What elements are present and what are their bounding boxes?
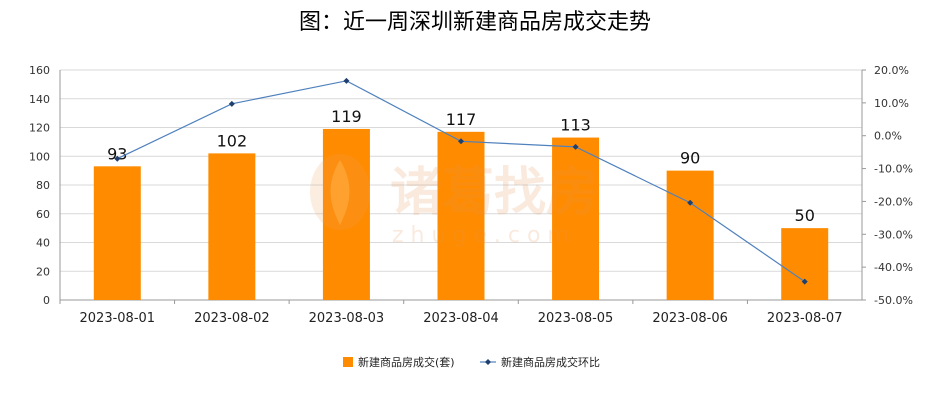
y-right-tick-label: 20.0% xyxy=(874,64,909,77)
bar-data-label: 113 xyxy=(560,116,591,135)
line-point xyxy=(687,199,694,206)
line-point xyxy=(458,138,464,145)
y-right-tick-label: -40.0% xyxy=(874,261,913,274)
y-left-tick-label: 60 xyxy=(36,208,50,221)
bar-data-label: 90 xyxy=(680,149,700,168)
line-point xyxy=(572,143,579,150)
y-right-tick-label: -20.0% xyxy=(874,195,913,208)
bar xyxy=(781,228,829,300)
x-tick-label: 2023-08-03 xyxy=(309,311,385,326)
y-left-tick-label: 0 xyxy=(43,294,50,307)
bar xyxy=(322,128,370,300)
y-right-tick-label: -50.0% xyxy=(874,294,913,307)
legend-swatch-bar xyxy=(343,357,353,367)
line-point xyxy=(343,77,350,84)
bar-data-label: 117 xyxy=(446,110,477,129)
y-left-tick-label: 160 xyxy=(29,64,50,77)
x-tick-label: 2023-08-06 xyxy=(652,311,728,326)
line-point xyxy=(228,100,235,107)
legend-label-line: 新建商品房成交环比 xyxy=(501,355,600,369)
bar-data-label: 119 xyxy=(331,107,362,126)
bar xyxy=(93,166,141,300)
bar-data-label: 50 xyxy=(795,206,815,225)
y-left-tick-label: 120 xyxy=(29,122,50,135)
y-left-tick-label: 40 xyxy=(36,237,50,250)
chart-title: 图：近一周深圳新建商品房成交走势 xyxy=(298,10,651,35)
line-point xyxy=(801,278,808,285)
legend-label-bar: 新建商品房成交(套) xyxy=(358,355,455,369)
x-tick-label: 2023-08-01 xyxy=(80,311,156,326)
legend-marker xyxy=(485,359,491,365)
bar xyxy=(208,153,256,300)
y-right-tick-label: -10.0% xyxy=(874,163,913,176)
y-left-tick-label: 20 xyxy=(36,265,50,278)
y-left-tick-label: 80 xyxy=(36,179,50,192)
y-left-tick-label: 100 xyxy=(29,150,50,163)
y-left-tick-label: 140 xyxy=(29,93,50,106)
line-point xyxy=(114,155,121,162)
y-right-tick-label: 0.0% xyxy=(874,130,902,143)
x-tick-label: 2023-08-05 xyxy=(538,311,614,326)
y-right-tick-label: 10.0% xyxy=(874,97,909,110)
bar-data-label: 93 xyxy=(107,144,127,163)
x-tick-label: 2023-08-02 xyxy=(194,311,270,326)
bar xyxy=(437,131,485,300)
bar xyxy=(552,137,600,300)
x-tick-label: 2023-08-07 xyxy=(767,311,843,326)
bar-data-label: 102 xyxy=(217,131,248,150)
y-right-tick-label: -30.0% xyxy=(874,228,913,241)
x-tick-label: 2023-08-04 xyxy=(423,311,499,326)
bar xyxy=(666,170,714,300)
